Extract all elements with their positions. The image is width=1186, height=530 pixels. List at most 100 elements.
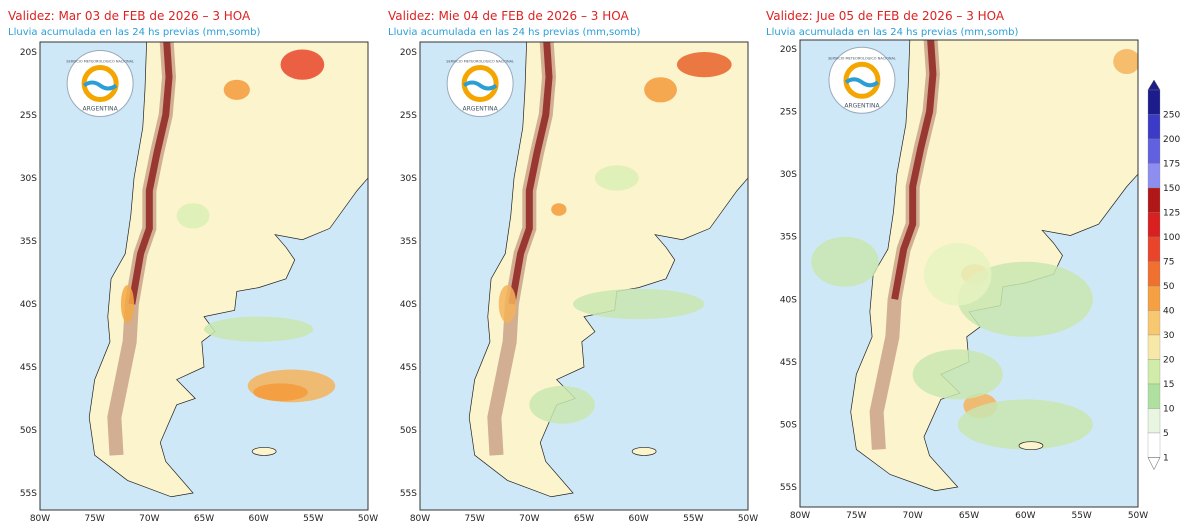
logo-wave [82,80,118,91]
lon-label: 70W [902,511,922,521]
lon-label: 70W [139,514,159,524]
malvinas [1018,441,1044,451]
colorbar: 250 200 175 150 125 100 75 50 40 30 20 15 10 5 1 [1147,79,1180,471]
colorbar-label: 30 [1163,331,1175,341]
colorbar-label: 5 [1163,429,1169,439]
lon-label: 80W [410,514,430,524]
colorbar-label: 40 [1163,307,1175,317]
precip-area [1113,49,1138,75]
lat-label: 55S [780,483,797,493]
logo-bottom: ARGENTINA [463,106,499,113]
lon-label: 65W [959,511,979,521]
lon-label: 60W [628,514,648,524]
andes-peaks [891,40,937,300]
colorbar-swatch [1147,408,1161,434]
lon-label: 65W [574,514,594,524]
lon-label: 60W [1015,511,1035,521]
precip-area [223,79,250,100]
precip-area [529,385,595,424]
precip-area [551,203,567,216]
map-area [420,42,748,510]
logo-wave [462,80,498,91]
lat-label: 35S [780,233,797,243]
lat-label: 30S [780,170,797,180]
precip-area [957,261,1093,337]
panel-title: Validez: Jue 05 de FEB de 2026 – 3 HOA [766,9,1005,23]
smn-logo: SERVICIO METEOROLOGICO NACIONAL ARGENTINA [66,50,134,117]
lat-label: 25S [780,108,797,118]
colorbar-cap-bottom [1147,457,1161,471]
andes-peaks [508,42,553,305]
colorbar-label: 125 [1163,209,1180,219]
lon-label: 75W [464,514,484,524]
map-frame [39,41,369,511]
colorbar-swatch [1147,334,1161,360]
colorbar-swatch [1147,89,1161,115]
lat-label: 45S [400,363,417,373]
colorbar-swatch [1147,432,1161,458]
colorbar-swatch [1147,383,1161,409]
lat-label: 20S [780,45,797,55]
lon-label: 50W [1128,511,1148,521]
lon-label: 70W [519,514,539,524]
colorbar-label: 75 [1163,258,1174,268]
precip-area [573,288,705,320]
map-panel: Validez: Jue 05 de FEB de 2026 – 3 HOA Ll… [766,9,1148,521]
map-frame [419,41,749,511]
precip-area [676,52,732,78]
precip-area [176,203,210,229]
lon-label: 80W [790,511,810,521]
lat-label: 40S [20,300,37,310]
colorbar-label: 50 [1163,282,1175,292]
colorbar-swatch [1147,236,1161,262]
panel-subtitle: Lluvia acumulada en las 24 hs previas (m… [8,27,260,38]
colorbar-swatch [1147,212,1161,238]
logo-top: SERVICIO METEOROLOGICO NACIONAL [828,56,896,60]
andes-peaks [128,42,173,305]
colorbar-swatch [1147,261,1161,287]
lat-label: 50S [400,426,417,436]
lat-label: 40S [400,300,417,310]
colorbar-swatch [1147,187,1161,213]
precip-area [811,236,879,287]
colorbar-swatch [1147,359,1161,385]
precip-area [957,399,1093,450]
colorbar-label: 250 [1163,111,1180,121]
lon-label: 60W [248,514,268,524]
colorbar-label: 100 [1163,233,1180,243]
lon-label: 50W [358,514,378,524]
malvinas [631,447,657,456]
logo-top: SERVICIO METEOROLOGICO NACIONAL [446,60,514,64]
lat-label: 35S [400,237,417,247]
lon-label: 75W [846,511,866,521]
colorbar-label: 200 [1163,135,1180,145]
map-area [40,42,368,510]
lat-label: 40S [780,295,797,305]
panel-title: Validez: Mar 03 de FEB de 2026 – 3 HOA [8,9,251,23]
map-panel: Validez: Mar 03 de FEB de 2026 – 3 HOA Ll… [8,9,378,524]
colorbar-swatch [1147,138,1161,164]
precip-area [923,242,992,306]
lat-label: 55S [20,489,37,499]
map-area [800,40,1138,507]
lat-label: 30S [400,174,417,184]
smn-logo: SERVICIO METEOROLOGICO NACIONAL ARGENTINA [446,50,514,117]
map-panel: Validez: Mie 04 de FEB de 2026 – 3 HOA Ll… [388,9,758,524]
precip-area [912,349,1003,400]
lon-label: 50W [738,514,758,524]
logo-bottom: ARGENTINA [844,102,880,109]
colorbar-swatch [1147,163,1161,189]
lat-label: 45S [20,363,37,373]
lat-label: 20S [400,48,417,58]
colorbar-swatch [1147,310,1161,336]
map-frame [799,39,1139,508]
lat-label: 20S [20,48,37,58]
colorbar-label: 15 [1163,380,1174,390]
lat-label: 50S [780,420,797,430]
lat-label: 50S [20,426,37,436]
colorbar-label: 10 [1163,405,1175,415]
lon-label: 75W [84,514,104,524]
colorbar-label: 20 [1163,356,1175,366]
logo-bottom: ARGENTINA [83,106,119,113]
